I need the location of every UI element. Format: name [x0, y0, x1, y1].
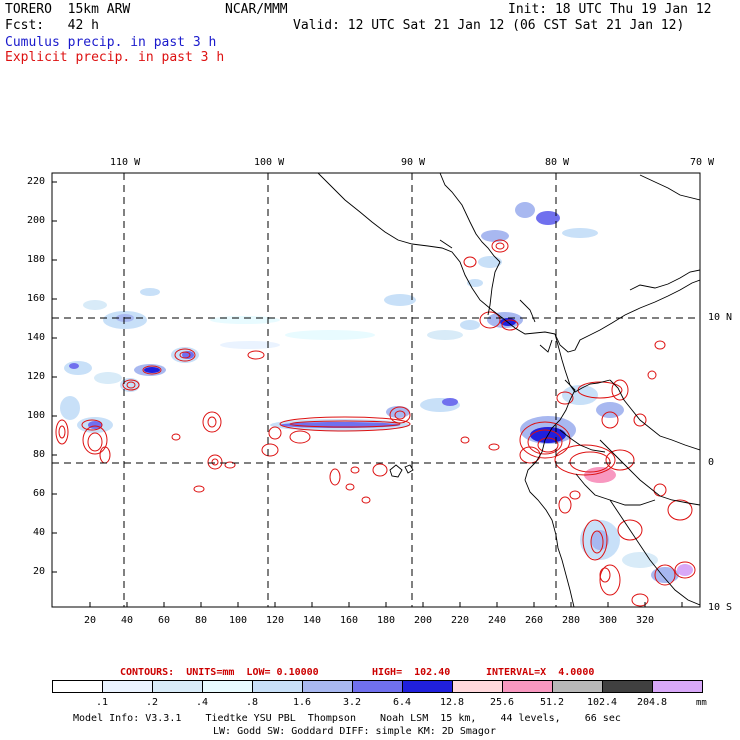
model-title: TORERO 15km ARW	[5, 2, 131, 17]
x-tick-label: 120	[266, 615, 285, 626]
lon-label-70w: 70 W	[690, 157, 715, 168]
colorbar-label: .4	[195, 697, 209, 708]
y-tick-label: 160	[27, 293, 46, 304]
colorbar-swatch	[602, 680, 653, 693]
colorbar-swatch	[402, 680, 453, 693]
graticule	[52, 173, 700, 607]
colorbar-label: 102.4	[586, 697, 618, 708]
y-tick-label: 80	[33, 449, 46, 460]
x-tick-label: 320	[636, 615, 655, 626]
x-tick-label: 100	[229, 615, 248, 626]
model-info: Model Info: V3.3.1 Tiedtke YSU PBL Thomp…	[73, 713, 621, 724]
colorbar-label: 25.6	[489, 697, 515, 708]
colorbar-swatch	[102, 680, 153, 693]
explicit-legend: Explicit precip. in past 3 h	[5, 50, 225, 65]
colorbar-label: 1.6	[292, 697, 312, 708]
colorbar-swatch	[252, 680, 303, 693]
y-tick-label: 60	[33, 488, 46, 499]
x-tick-label: 280	[562, 615, 581, 626]
coastlines	[317, 173, 700, 607]
colorbar-label: 6.4	[392, 697, 412, 708]
x-tick-label: 40	[121, 615, 134, 626]
colorbar-swatch	[152, 680, 203, 693]
colorbar-swatch	[202, 680, 253, 693]
colorbar-swatch	[552, 680, 603, 693]
colorbar-swatch	[452, 680, 503, 693]
lon-label-100w: 100 W	[254, 157, 285, 168]
x-tick-label: 200	[414, 615, 433, 626]
model-physics: LW: Godd SW: Goddard DIFF: simple KM: 2D…	[213, 726, 496, 737]
cumulus-legend: Cumulus precip. in past 3 h	[5, 35, 217, 50]
colorbar-label: 51.2	[539, 697, 565, 708]
y-tick-label: 100	[27, 410, 46, 421]
forecast-hour: Fcst: 42 h	[5, 18, 99, 33]
lon-label-80w: 80 W	[545, 157, 570, 168]
x-tick-label: 20	[84, 615, 97, 626]
colorbar-unit: mm	[696, 698, 707, 708]
valid-time: Valid: 12 UTC Sat 21 Jan 12 (06 CST Sat …	[293, 18, 685, 33]
x-tick-label: 80	[195, 615, 208, 626]
lat-label-10n: 10 N	[708, 312, 733, 323]
explicit-precip-contours	[55, 239, 696, 607]
init-time: Init: 18 UTC Thu 19 Jan 12	[508, 2, 712, 17]
lon-label-110w: 110 W	[110, 157, 141, 168]
lat-label-0: 0	[708, 457, 715, 468]
y-tick-label: 40	[33, 527, 46, 538]
colorbar-label: 12.8	[439, 697, 465, 708]
colorbar-swatch	[502, 680, 553, 693]
y-tick-label: 20	[33, 566, 46, 577]
y-tick-label: 120	[27, 371, 46, 382]
colorbar-label: .8	[245, 697, 259, 708]
y-tick-label: 220	[27, 176, 46, 187]
colorbar-label: .1	[95, 697, 109, 708]
colorbar-label: 3.2	[342, 697, 362, 708]
lon-label-90w: 90 W	[401, 157, 426, 168]
organization: NCAR/MMM	[225, 2, 288, 17]
lat-label-10s: 10 S	[708, 602, 733, 613]
x-tick-label: 220	[451, 615, 470, 626]
colorbar-swatch	[652, 680, 703, 693]
x-tick-label: 260	[525, 615, 544, 626]
x-tick-label: 160	[340, 615, 359, 626]
x-tick-label: 60	[158, 615, 171, 626]
colorbar-label: .2	[145, 697, 159, 708]
y-tick-label: 140	[27, 332, 46, 343]
x-tick-label: 140	[303, 615, 322, 626]
colorbar-label: 204.8	[636, 697, 668, 708]
contour-interval: INTERVAL=X 4.0000	[486, 667, 595, 678]
y-tick-label: 180	[27, 254, 46, 265]
contour-units: CONTOURS: UNITS=mm LOW= 0.10000	[120, 667, 319, 678]
x-tick-label: 240	[488, 615, 507, 626]
colorbar-swatch	[302, 680, 353, 693]
colorbar-swatch	[352, 680, 403, 693]
x-tick-label: 180	[377, 615, 396, 626]
x-tick-label: 300	[599, 615, 618, 626]
y-tick-label: 200	[27, 215, 46, 226]
axis-ticks	[52, 181, 683, 607]
contour-high: HIGH= 102.40	[372, 667, 451, 678]
colorbar-swatch	[52, 680, 103, 693]
